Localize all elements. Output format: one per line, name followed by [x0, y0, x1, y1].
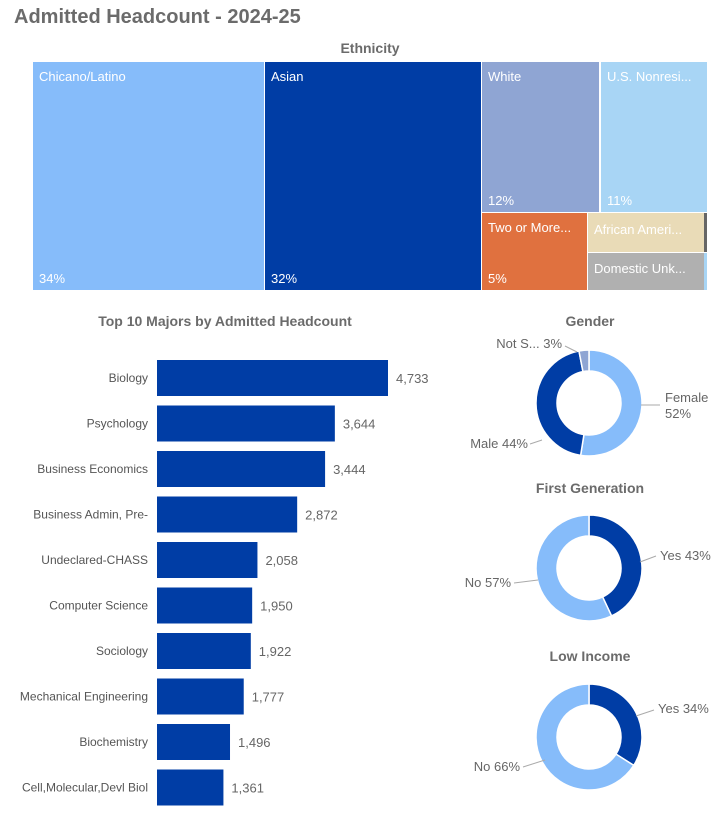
donut-leader-line	[564, 345, 578, 353]
treemap-tile-us-nonresident[interactable]: U.S. Nonresi... 11%	[601, 62, 707, 212]
donut-leader-line	[635, 709, 655, 717]
treemap-tile-chicano-latino[interactable]: Chicano/Latino 34%	[33, 62, 264, 290]
tile-percent: 11%	[607, 193, 633, 208]
ethnicity-title: Ethnicity	[340, 40, 400, 56]
donut-slice-label: Not S... 3%	[496, 336, 562, 351]
tile-percent: 34%	[39, 271, 66, 286]
low-income-title: Low Income	[549, 648, 631, 664]
bar-category-label: Undeclared-CHASS	[41, 553, 148, 567]
bar-category-label: Mechanical Engineering	[20, 690, 148, 704]
bar-psychology[interactable]	[157, 405, 335, 442]
tile-percent: 5%	[488, 271, 507, 286]
bar-category-label: Biochemistry	[79, 735, 148, 749]
bar-category-label: Biology	[109, 371, 148, 385]
bar-category-label: Cell,Molecular,Devl Biol	[22, 781, 148, 795]
bar-value-label: 1,361	[231, 781, 264, 796]
bar-biology[interactable]	[157, 360, 388, 396]
treemap-tile-african-american[interactable]: African Ameri...	[588, 213, 704, 252]
tile-label: White	[488, 69, 522, 84]
donut-slice-label: Male 44%	[470, 436, 528, 451]
donut-slice-low-income-no[interactable]	[535, 683, 635, 791]
bar-value-label: 1,950	[260, 599, 293, 614]
donut-slice-first-generation-no[interactable]	[535, 514, 613, 622]
bar-undeclared-chass[interactable]	[157, 542, 258, 578]
bar-category-label: Business Economics	[37, 462, 148, 476]
bar-category-label: Sociology	[96, 644, 148, 658]
donut-slice-label: No 57%	[465, 575, 512, 590]
donut-slice-low-income-yes[interactable]	[588, 683, 643, 767]
bar-sociology[interactable]	[157, 633, 251, 669]
donut-leader-line	[522, 759, 546, 768]
treemap-tile-small-other-2	[704, 253, 707, 290]
bar-value-label: 4,733	[396, 371, 429, 386]
tile-label: Asian	[271, 69, 304, 84]
treemap-tile-white[interactable]: White 12%	[482, 62, 599, 212]
bar-biochemistry[interactable]	[157, 724, 231, 760]
bar-business-economics[interactable]	[157, 451, 326, 487]
treemap-tile-domestic-unknown[interactable]: Domestic Unk...	[588, 253, 704, 290]
donut-slice-label: Yes 34%	[658, 701, 709, 716]
page-title: Admitted Headcount - 2024-25	[14, 6, 301, 28]
donut-leader-line	[513, 579, 539, 584]
treemap-tile-small-other	[704, 213, 707, 252]
donut-slice-gender-not-specified[interactable]	[578, 349, 590, 373]
bar-value-label: 1,777	[252, 690, 285, 705]
bar-category-label: Computer Science	[49, 599, 148, 613]
donut-slice-label: No 66%	[474, 759, 521, 774]
gender-title: Gender	[565, 313, 615, 329]
tile-label: Domestic Unk...	[594, 261, 686, 276]
bar-value-label: 1,922	[259, 644, 292, 659]
tile-label: Chicano/Latino	[39, 69, 126, 84]
bar-value-label: 2,058	[265, 553, 298, 568]
treemap-tile-asian[interactable]: Asian 32%	[265, 62, 481, 290]
tile-label: African Ameri...	[594, 222, 683, 237]
bar-value-label: 3,644	[343, 417, 376, 432]
bar-value-label: 1,496	[238, 735, 271, 750]
tile-percent: 12%	[488, 193, 515, 208]
bar-mechanical-engineering[interactable]	[157, 678, 244, 715]
donut-slice-gender-male[interactable]	[535, 350, 585, 457]
bar-business-admin-pre-[interactable]	[157, 496, 298, 533]
donut-slice-label: Yes 43%	[660, 548, 711, 563]
donut-slice-gender-female[interactable]	[579, 349, 643, 457]
tile-percent: 32%	[271, 271, 298, 286]
donut-leader-line	[639, 555, 657, 563]
bar-value-label: 3,444	[333, 462, 366, 477]
donut-leader-line	[529, 439, 543, 445]
majors-chart-title: Top 10 Majors by Admitted Headcount	[98, 313, 352, 329]
bar-category-label: Business Admin, Pre-	[33, 508, 148, 522]
first-generation-title: First Generation	[535, 480, 645, 496]
bar-category-label: Psychology	[87, 417, 148, 431]
bar-computer-science[interactable]	[157, 587, 253, 624]
treemap-tile-two-or-more[interactable]: Two or More... 5%	[482, 213, 587, 290]
bar-value-label: 2,872	[305, 508, 338, 523]
donut-slice-first-generation-yes[interactable]	[588, 514, 643, 617]
donut-slice-label: Female 52%	[665, 390, 708, 421]
tile-label: Two or More...	[488, 220, 572, 235]
tile-label: U.S. Nonresi...	[607, 69, 692, 84]
majors-bar-chart: Biology 4,733 Psychology 3,644 Business Econ…	[20, 360, 429, 806]
bar-cell-molecular-devl-biol[interactable]	[157, 769, 224, 806]
